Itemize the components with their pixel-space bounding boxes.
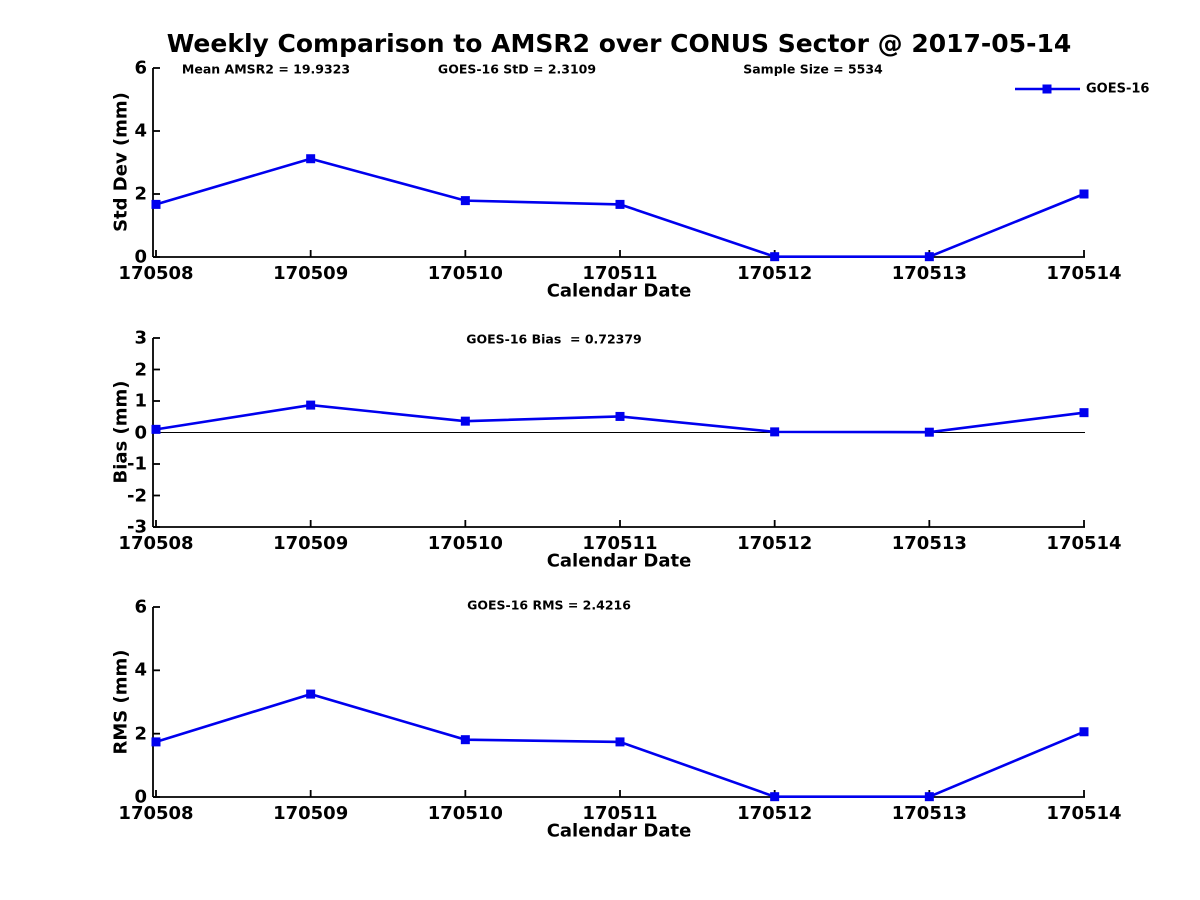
bias-data-point-marker bbox=[151, 424, 161, 434]
stddev-data-point-marker bbox=[1079, 189, 1089, 199]
rms-data-point-marker bbox=[615, 737, 625, 747]
bias-data-point-marker bbox=[460, 416, 470, 426]
bias-data-point-marker bbox=[770, 427, 780, 437]
rms-data-point-marker bbox=[460, 735, 470, 745]
legend-label: GOES-16 bbox=[1086, 81, 1150, 97]
bias-data-point-marker bbox=[924, 427, 934, 437]
stddev-data-point-marker bbox=[306, 154, 316, 164]
bias-data-point-marker bbox=[615, 411, 625, 421]
stddev-data-point-marker bbox=[615, 199, 625, 209]
rms-data-point-marker bbox=[924, 792, 934, 802]
legend-marker-sample bbox=[1042, 84, 1052, 94]
stddev-data-point-marker bbox=[924, 252, 934, 262]
bias-data-point-marker bbox=[306, 400, 316, 410]
stddev-data-point-marker bbox=[151, 199, 161, 209]
rms-data-point-marker bbox=[770, 792, 780, 802]
rms-data-point-marker bbox=[151, 737, 161, 747]
stddev-data-point-marker bbox=[770, 252, 780, 262]
rms-data-point-marker bbox=[306, 689, 316, 699]
bias-data-point-marker bbox=[1079, 408, 1089, 418]
rms-data-point-marker bbox=[1079, 727, 1089, 737]
stddev-data-point-marker bbox=[460, 196, 470, 206]
figure-title: Weekly Comparison to AMSR2 over CONUS Se… bbox=[166, 29, 1072, 58]
